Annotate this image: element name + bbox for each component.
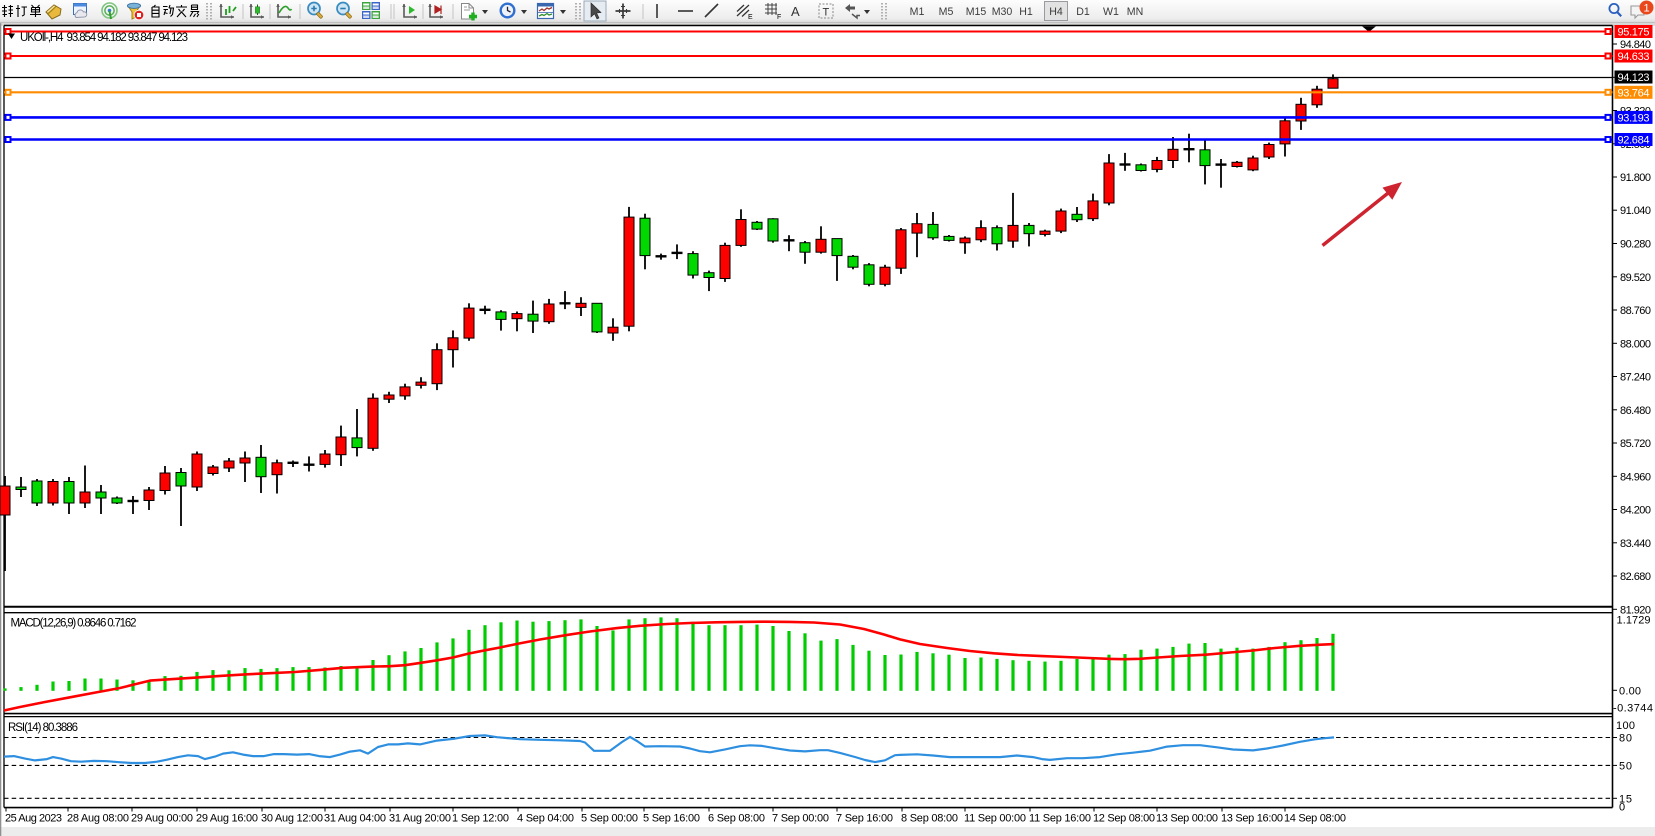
svg-text:M5: M5	[939, 6, 954, 18]
svg-text:30 Aug 12:00: 30 Aug 12:00	[261, 813, 323, 825]
svg-text:A: A	[791, 4, 800, 19]
svg-text:7 Sep 16:00: 7 Sep 16:00	[836, 813, 893, 825]
svg-text:1.1729: 1.1729	[1617, 615, 1651, 627]
svg-text:25 Aug 2023: 25 Aug 2023	[5, 813, 62, 825]
svg-text:RSI(14) 80.3886: RSI(14) 80.3886	[8, 722, 78, 734]
svg-text:UKOIl-,H4 93.854 94.182 93.84: UKOIl-,H4 93.854 94.182 93.847 94.123	[20, 32, 188, 44]
svg-text:M30: M30	[992, 6, 1013, 18]
svg-text:E: E	[748, 14, 753, 21]
svg-text:90.280: 90.280	[1620, 239, 1651, 251]
svg-text:94.840: 94.840	[1620, 39, 1651, 51]
svg-text:14 Sep 08:00: 14 Sep 08:00	[1284, 813, 1346, 825]
svg-text:MN: MN	[1127, 6, 1143, 18]
svg-text:29 Aug 16:00: 29 Aug 16:00	[196, 813, 258, 825]
svg-text:85.720: 85.720	[1620, 438, 1651, 450]
svg-text:95.175: 95.175	[1618, 27, 1650, 39]
svg-text:91.800: 91.800	[1620, 172, 1651, 184]
svg-text:31 Aug 20:00: 31 Aug 20:00	[389, 813, 451, 825]
svg-text:0: 0	[1619, 802, 1625, 814]
svg-text:11 Sep 00:00: 11 Sep 00:00	[964, 813, 1026, 825]
svg-text:4 Sep 04:00: 4 Sep 04:00	[517, 813, 574, 825]
svg-text:87.240: 87.240	[1620, 372, 1651, 384]
svg-text:11 Sep 16:00: 11 Sep 16:00	[1029, 813, 1091, 825]
svg-text:15: 15	[1619, 793, 1632, 805]
svg-text:92.684: 92.684	[1618, 135, 1650, 147]
svg-text:89.520: 89.520	[1620, 272, 1651, 284]
svg-text:D1: D1	[1076, 6, 1090, 18]
svg-text:13 Sep 00:00: 13 Sep 00:00	[1156, 813, 1218, 825]
svg-text:M1: M1	[910, 6, 925, 18]
svg-text:88.000: 88.000	[1620, 338, 1651, 350]
svg-text:F: F	[777, 14, 781, 21]
svg-text:8 Sep 08:00: 8 Sep 08:00	[901, 813, 958, 825]
svg-text:82.680: 82.680	[1620, 571, 1651, 583]
svg-text:W1: W1	[1103, 6, 1119, 18]
svg-text:13 Sep 16:00: 13 Sep 16:00	[1221, 813, 1283, 825]
svg-text:6 Sep 08:00: 6 Sep 08:00	[708, 813, 765, 825]
svg-text:31 Aug 04:00: 31 Aug 04:00	[324, 813, 386, 825]
svg-text:7 Sep 00:00: 7 Sep 00:00	[772, 813, 829, 825]
svg-text:84.200: 84.200	[1620, 505, 1651, 517]
svg-text:29 Aug 00:00: 29 Aug 00:00	[131, 813, 193, 825]
svg-text:H1: H1	[1019, 6, 1033, 18]
svg-text:0.00: 0.00	[1619, 685, 1641, 697]
svg-text:-0.3744: -0.3744	[1613, 702, 1653, 714]
svg-text:1: 1	[1643, 3, 1649, 15]
svg-text:5 Sep 16:00: 5 Sep 16:00	[643, 813, 700, 825]
svg-text:93.193: 93.193	[1618, 112, 1650, 124]
svg-text:91.040: 91.040	[1620, 205, 1651, 217]
svg-text:93.764: 93.764	[1618, 87, 1650, 99]
svg-text:94.123: 94.123	[1618, 72, 1650, 84]
svg-text:H4: H4	[1049, 6, 1063, 18]
svg-text:M15: M15	[966, 6, 987, 18]
svg-text:83.440: 83.440	[1620, 538, 1651, 550]
svg-text:1 Sep 12:00: 1 Sep 12:00	[452, 813, 509, 825]
svg-text:5 Sep 00:00: 5 Sep 00:00	[581, 813, 638, 825]
svg-text:T: T	[823, 7, 830, 19]
svg-text:MACD(12,26,9) 0.8646 0.7162: MACD(12,26,9) 0.8646 0.7162	[11, 618, 137, 630]
svg-text:84.960: 84.960	[1620, 471, 1651, 483]
svg-text:88.760: 88.760	[1620, 305, 1651, 317]
svg-text:86.480: 86.480	[1620, 405, 1651, 417]
svg-text:94.633: 94.633	[1618, 51, 1650, 63]
svg-text:80: 80	[1619, 733, 1632, 745]
svg-text:12 Sep 08:00: 12 Sep 08:00	[1093, 813, 1155, 825]
svg-text:28 Aug 08:00: 28 Aug 08:00	[67, 813, 129, 825]
svg-text:100: 100	[1616, 720, 1635, 732]
svg-text:50: 50	[1619, 760, 1632, 772]
svg-text:81.920: 81.920	[1620, 604, 1651, 616]
